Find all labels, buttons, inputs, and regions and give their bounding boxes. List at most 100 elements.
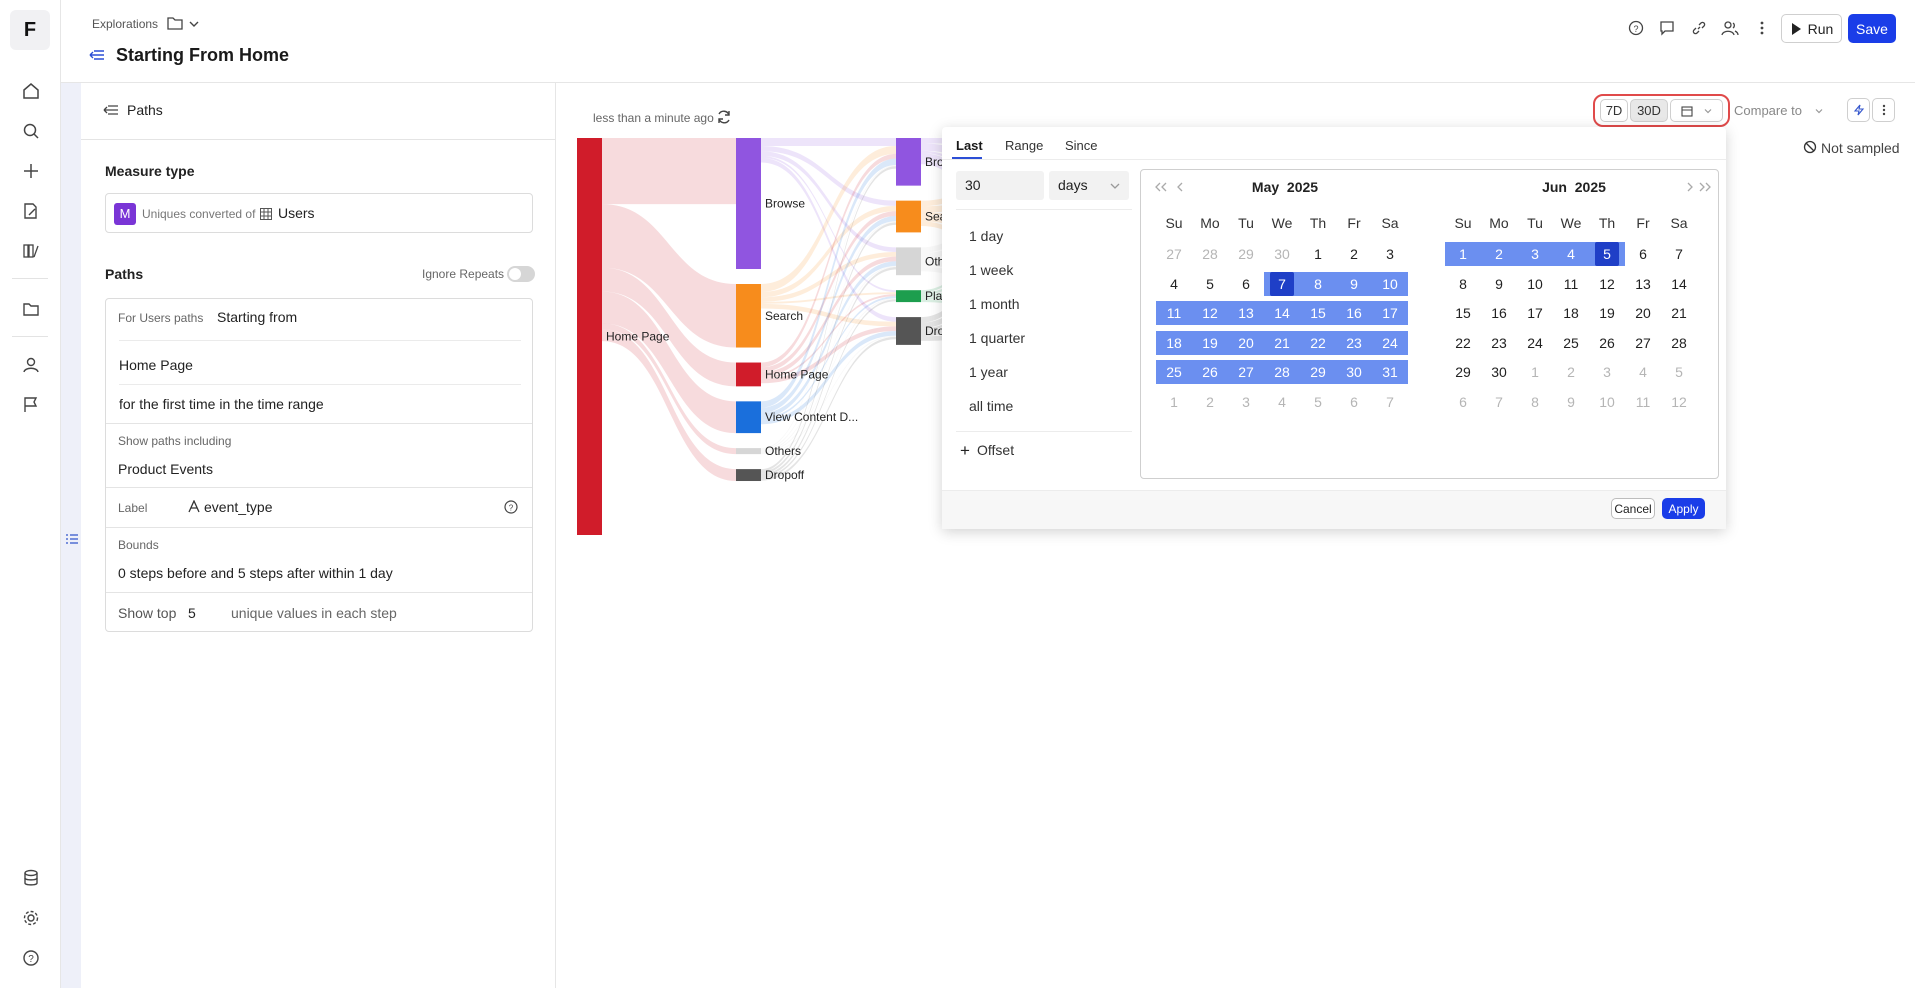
sankey-link[interactable]	[761, 164, 896, 450]
calendar-day[interactable]: 29	[1455, 364, 1471, 380]
run-button[interactable]: Run	[1781, 14, 1842, 43]
calendar-day[interactable]: 19	[1202, 334, 1218, 351]
calendar-day[interactable]: 30	[1274, 246, 1290, 262]
sankey-link[interactable]	[602, 204, 736, 348]
calendar-day[interactable]: 20	[1635, 305, 1651, 321]
sankey-link[interactable]	[761, 155, 896, 293]
measure-selector[interactable]: M Uniques converted of Users	[105, 193, 533, 233]
bounds-value[interactable]: 0 steps before and 5 steps after within …	[118, 565, 393, 581]
calendar-day[interactable]: 21	[1671, 305, 1687, 321]
calendar-day[interactable]: 17	[1382, 305, 1398, 321]
plus-icon[interactable]	[20, 160, 42, 182]
calendar-day[interactable]: 10	[1382, 275, 1398, 292]
tab-last[interactable]: Last	[956, 138, 983, 153]
sankey-link[interactable]	[602, 291, 736, 434]
sankey-node[interactable]	[896, 247, 921, 276]
preset-1-week[interactable]: 1 week	[969, 262, 1014, 278]
sankey-node[interactable]	[736, 401, 761, 434]
calendar-day[interactable]: 8	[1314, 275, 1322, 292]
save-button[interactable]: Save	[1848, 14, 1896, 43]
calendar-day[interactable]: 7	[1495, 393, 1503, 410]
sankey-link[interactable]	[761, 157, 896, 322]
calendar-day[interactable]: 3	[1603, 364, 1611, 380]
calendar-day[interactable]: 9	[1350, 275, 1358, 292]
apply-button[interactable]: Apply	[1662, 498, 1705, 519]
sankey-node[interactable]	[736, 362, 761, 387]
calendar-day[interactable]: 2	[1350, 246, 1358, 262]
calendar-day[interactable]: 20	[1238, 334, 1254, 351]
sankey-link[interactable]	[761, 267, 896, 477]
amount-input[interactable]: 30	[956, 171, 1044, 200]
calendar-day[interactable]: 16	[1491, 305, 1507, 321]
first-time-option[interactable]: for the first time in the time range	[119, 396, 324, 412]
sankey-node[interactable]	[736, 138, 761, 270]
calendar-day[interactable]: 10	[1527, 275, 1543, 292]
calendar-day[interactable]: 25	[1563, 334, 1579, 351]
calendar-day[interactable]: 27	[1635, 334, 1651, 351]
calendar-day[interactable]: 14	[1274, 305, 1290, 321]
sankey-link[interactable]	[761, 252, 896, 302]
sankey-link[interactable]	[761, 292, 896, 304]
paths-back-icon[interactable]	[89, 48, 105, 67]
sankey-link[interactable]	[761, 138, 896, 146]
sankey-link[interactable]	[602, 267, 736, 387]
preset-1-day[interactable]: 1 day	[969, 228, 1004, 244]
calendar-day[interactable]: 27	[1238, 364, 1254, 380]
calendar-day[interactable]: 3	[1242, 393, 1250, 410]
calendar-day[interactable]: 21	[1274, 334, 1290, 351]
sankey-link[interactable]	[761, 256, 896, 377]
calendar-day[interactable]: 28	[1274, 364, 1290, 380]
calendar-day[interactable]: 12	[1202, 305, 1218, 321]
range-30d-button[interactable]: 30D	[1630, 99, 1668, 122]
calendar-day[interactable]: 15	[1310, 305, 1326, 321]
calendar-day[interactable]: 23	[1346, 334, 1362, 351]
next-year-icon[interactable]	[1698, 180, 1712, 198]
sankey-link[interactable]	[761, 261, 896, 418]
calendar-day[interactable]: 25	[1166, 364, 1182, 380]
calendar-day[interactable]: 13	[1635, 275, 1651, 292]
gear-icon[interactable]	[20, 907, 42, 929]
sankey-link[interactable]	[602, 323, 736, 455]
calendar-day[interactable]: 17	[1527, 305, 1543, 321]
calendar-day[interactable]: 2	[1567, 364, 1575, 380]
sankey-link[interactable]	[761, 330, 896, 425]
calendar-day[interactable]: 2	[1206, 393, 1214, 410]
sankey-link[interactable]	[761, 166, 896, 472]
calendar-day[interactable]: 6	[1242, 275, 1250, 292]
next-month-icon[interactable]	[1686, 180, 1694, 198]
flag-icon[interactable]	[20, 394, 42, 416]
product-events-select[interactable]: Product Events	[118, 461, 213, 477]
label-value[interactable]: event_type	[204, 499, 273, 515]
share-users-icon[interactable]	[1720, 18, 1740, 38]
calendar-day[interactable]: 31	[1382, 364, 1398, 380]
user-icon[interactable]	[20, 354, 42, 376]
calendar-day[interactable]: 4	[1639, 364, 1647, 380]
sankey-node[interactable]	[736, 469, 761, 482]
calendar-day[interactable]: 8	[1459, 275, 1467, 292]
calendar-day[interactable]: 1	[1314, 246, 1322, 262]
sankey-link[interactable]	[761, 145, 896, 292]
preset-1-month[interactable]: 1 month	[969, 296, 1020, 312]
calendar-day[interactable]: 12	[1671, 393, 1687, 410]
calendar-day[interactable]: 30	[1346, 364, 1362, 380]
sankey-node[interactable]	[736, 284, 761, 348]
home-icon[interactable]	[20, 80, 42, 102]
calendar-day[interactable]: 9	[1495, 275, 1503, 292]
calendar-day[interactable]: 7	[1386, 393, 1394, 410]
calendar-day[interactable]: 22	[1310, 334, 1326, 351]
calendar-day[interactable]: 1	[1459, 246, 1467, 262]
sankey-link[interactable]	[761, 205, 896, 298]
calendar-day[interactable]: 6	[1459, 393, 1467, 410]
calendar-day[interactable]: 3	[1386, 246, 1394, 262]
calendar-day[interactable]: 4	[1567, 246, 1575, 262]
sankey-link[interactable]	[761, 145, 896, 206]
calendar-day[interactable]: 1	[1170, 393, 1178, 410]
breadcrumb[interactable]: Explorations	[92, 17, 159, 31]
info-icon[interactable]: ?	[504, 500, 518, 519]
calendar-day[interactable]: 30	[1491, 364, 1507, 380]
list-toggle-icon[interactable]	[66, 531, 78, 549]
show-top-input[interactable]: 5	[188, 605, 196, 621]
sankey-node[interactable]	[736, 448, 761, 455]
sankey-link[interactable]	[761, 294, 896, 379]
tab-since[interactable]: Since	[1065, 138, 1098, 153]
